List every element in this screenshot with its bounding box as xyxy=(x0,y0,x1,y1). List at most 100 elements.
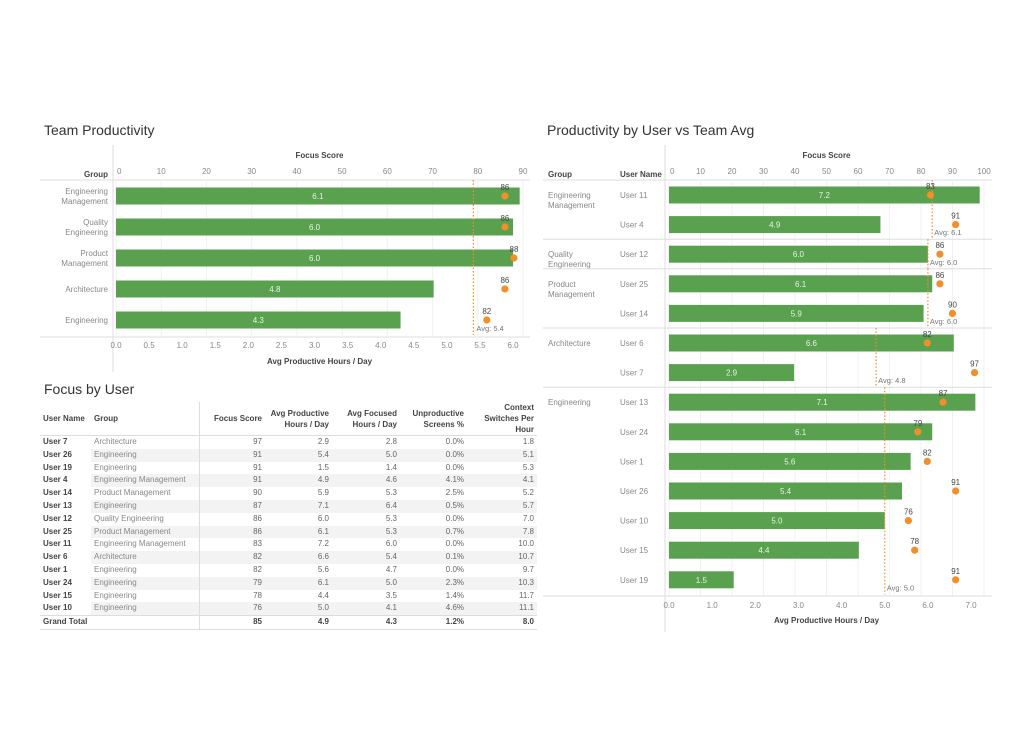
cell-avg-productive-hours: 7.1 xyxy=(265,499,332,513)
table-row: User 26 Engineering 91 5.4 5.0 0.0% 5.1 xyxy=(40,448,537,462)
cell-user-name: User 11 xyxy=(43,539,72,549)
focus-score-dot xyxy=(936,280,944,288)
cell-unproductive-screens: 0.5% xyxy=(400,499,467,513)
focus-score-dot xyxy=(501,192,509,200)
cell-context-switches: 4.1 xyxy=(467,474,537,488)
focus-tick-label: 50 xyxy=(822,167,831,176)
cell-context-switches: 10.0 xyxy=(518,539,534,549)
cell-avg-focused-hours: 4.1 xyxy=(332,602,400,616)
cell-focus-score: 90 xyxy=(253,488,262,498)
hours-tick-label: 4.5 xyxy=(408,341,420,350)
average-label: Avg: 4.8 xyxy=(878,376,905,385)
hours-tick-label: 1.0 xyxy=(177,341,189,350)
column-header-unproductive-screens[interactable]: Unproductive Screens % xyxy=(400,402,467,436)
bar-value-label: 5.9 xyxy=(791,309,803,318)
group-label: Engineering xyxy=(548,398,591,407)
group-label: Quality Engineering xyxy=(65,218,108,237)
cell-context-switches: 7.8 xyxy=(467,525,537,539)
focus-score-label: 82 xyxy=(923,330,932,339)
focus-score-label: 90 xyxy=(948,300,957,309)
total-group xyxy=(91,615,200,630)
cell-context-switches: 1.8 xyxy=(522,437,534,446)
focus-score-dot xyxy=(911,546,919,554)
average-label: Avg: 5.0 xyxy=(887,583,914,592)
cell-avg-focused-hours: 4.6 xyxy=(332,474,400,488)
grand-total-row: Grand Total 85 4.9 4.3 1.2% 8.0 xyxy=(40,615,537,630)
bar xyxy=(116,311,401,329)
hours-axis-title: Avg Productive Hours / Day xyxy=(267,357,373,366)
group-label: Architecture xyxy=(548,339,591,348)
cell-group: Architecture xyxy=(91,551,200,564)
bar xyxy=(669,452,911,470)
focus-tick-label: 20 xyxy=(202,167,211,176)
column-header-context-switches[interactable]: Context Switches Per Hour xyxy=(467,402,537,436)
cell-avg-focused-hours: 5.0 xyxy=(332,576,400,590)
focus-score-label: 91 xyxy=(951,567,960,576)
bar-value-label: 6.0 xyxy=(793,250,805,259)
focus-tick-label: 40 xyxy=(292,167,301,176)
table-row: User 7 Architecture 97 2.9 2.8 0.0% 1.8 xyxy=(40,435,537,449)
column-header-user-name[interactable]: User Name xyxy=(40,402,91,436)
hours-tick-label: 6.0 xyxy=(922,601,934,610)
focus-score-dot xyxy=(904,517,913,525)
focus-score-label: 79 xyxy=(913,419,922,428)
group-label: Product Management xyxy=(548,280,595,299)
table-row: User 25 Product Management 86 6.1 5.3 0.7% 7.8 xyxy=(40,525,537,539)
team-productivity-title: Team Productivity xyxy=(44,122,155,138)
column-header-focus-score[interactable]: Focus Score xyxy=(199,402,265,436)
cell-group: Quality Engineering xyxy=(91,512,200,526)
focus-score-label: 86 xyxy=(500,276,509,285)
cell-avg-productive-hours: 5.4 xyxy=(265,448,332,462)
column-header-avg-productive-hours[interactable]: Avg Productive Hours / Day xyxy=(265,402,332,436)
bar xyxy=(669,512,885,530)
focus-axis-title: Focus Score xyxy=(802,151,851,160)
focus-tick-label: 30 xyxy=(247,167,256,176)
focus-by-user-table: User Name Group Focus Score Avg Productive … xyxy=(40,402,537,630)
cell-user-name: User 14 xyxy=(43,488,72,498)
focus-score-label: 76 xyxy=(904,508,913,517)
cell-user-name: User 6 xyxy=(43,552,68,562)
group-header: Group xyxy=(548,170,572,179)
user-name-label: User 25 xyxy=(620,280,649,289)
productivity-by-user-title: Productivity by User vs Team Avg xyxy=(547,122,755,138)
cell-avg-focused-hours: 4.7 xyxy=(385,564,397,574)
cell-unproductive-screens: 1.4% xyxy=(445,590,464,600)
table-row: User 4 Engineering Management 91 4.9 4.6 4.1%… xyxy=(40,474,537,488)
bar xyxy=(669,275,933,293)
group-label: Engineering xyxy=(65,316,108,325)
cell-avg-productive-hours: 5.9 xyxy=(317,488,329,498)
user-name-label: User 24 xyxy=(620,428,649,437)
bar xyxy=(669,216,881,234)
cell-focus-score: 82 xyxy=(253,564,262,574)
table-header-row: User Name Group Focus Score Avg Productive … xyxy=(40,402,537,436)
column-header-avg-focused-hours[interactable]: Avg Focused Hours / Day xyxy=(332,402,400,436)
hours-tick-label: 1.5 xyxy=(210,341,222,350)
focus-score-label: 86 xyxy=(500,214,509,223)
column-header-group[interactable]: Group xyxy=(91,402,200,436)
total-avg-focused-hours: 4.3 xyxy=(332,615,400,630)
cell-avg-productive-hours: 4.4 xyxy=(317,590,329,600)
cell-avg-focused-hours: 6.0 xyxy=(385,539,397,549)
focus-score-label: 78 xyxy=(910,537,919,546)
focus-tick-label: 0 xyxy=(117,167,122,176)
bar xyxy=(669,423,933,441)
cell-focus-score: 91 xyxy=(253,462,262,472)
table-row: User 24 Engineering 79 6.1 5.0 2.3% 10.3 xyxy=(40,576,537,590)
user-name-label: User 10 xyxy=(620,517,649,526)
total-unproductive-screens: 1.2% xyxy=(400,615,467,630)
focus-score-dot xyxy=(952,576,960,584)
table-row: User 10 Engineering 76 5.0 4.1 4.6% 11.1 xyxy=(40,602,537,616)
user-name-label: User 1 xyxy=(620,457,644,466)
hours-tick-label: 7.0 xyxy=(965,601,977,610)
cell-unproductive-screens: 2.5% xyxy=(445,488,464,498)
group-label: Product Management xyxy=(61,249,108,268)
focus-score-label: 86 xyxy=(935,241,944,250)
cell-focus-score: 82 xyxy=(199,551,265,564)
hours-tick-label: 0.0 xyxy=(663,601,675,610)
cell-avg-productive-hours: 5.0 xyxy=(265,602,332,616)
hours-tick-label: 2.0 xyxy=(243,341,255,350)
focus-score-dot xyxy=(926,191,935,199)
cell-user-name: User 10 xyxy=(43,603,72,613)
focus-score-label: 86 xyxy=(935,271,944,280)
cell-group: Engineering xyxy=(91,602,200,616)
